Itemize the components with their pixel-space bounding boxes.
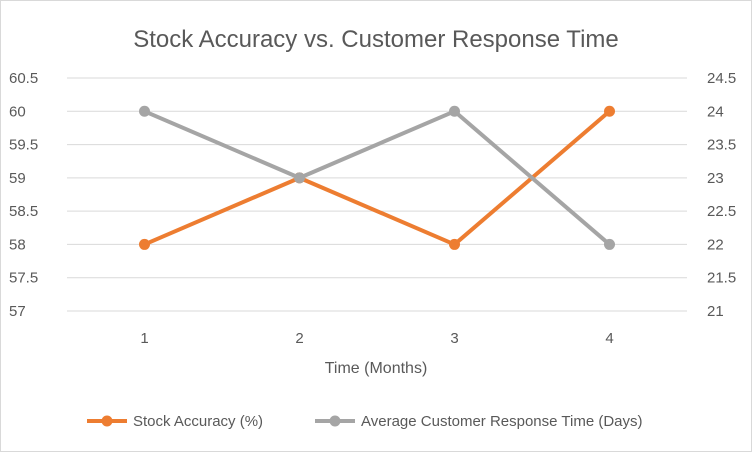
- series-2: [139, 105, 615, 250]
- legend-label: Stock Accuracy (%): [133, 413, 263, 430]
- legend-item: Average Customer Response Time (Days): [315, 413, 643, 430]
- data-point: [294, 172, 305, 184]
- left-tick-label: 60: [9, 103, 26, 120]
- x-axis-label: Time (Months): [325, 360, 428, 377]
- right-tick-label: 23: [707, 170, 724, 187]
- series-line: [142, 109, 612, 247]
- x-tick-label: 1: [140, 330, 148, 347]
- data-point: [139, 238, 150, 250]
- legend-marker: [329, 415, 341, 427]
- right-tick-label: 23.5: [707, 137, 736, 154]
- left-tick-label: 58: [9, 236, 26, 253]
- left-tick-label: 57: [9, 303, 26, 320]
- gridlines: [67, 77, 687, 312]
- left-tick-label: 60.5: [9, 70, 38, 87]
- left-tick-label: 58.5: [9, 203, 38, 220]
- left-tick-label: 59: [9, 170, 26, 187]
- chart-title: Stock Accuracy vs. Customer Response Tim…: [133, 26, 619, 53]
- right-tick-label: 24: [707, 103, 724, 120]
- right-tick-label: 22.5: [707, 203, 736, 220]
- data-point: [139, 105, 150, 117]
- right-tick-label: 21: [707, 303, 724, 320]
- x-tick-label: 4: [605, 330, 613, 347]
- legend-label: Average Customer Response Time (Days): [361, 413, 643, 430]
- right-tick-label: 22: [707, 236, 724, 253]
- left-tick-label: 57.5: [9, 270, 38, 287]
- right-axis-ticks: 21 21.5 22 22.5 23 23.5 24 24.5: [707, 70, 736, 320]
- data-point: [604, 105, 615, 117]
- x-axis-ticks: 1 2 3 4: [140, 330, 613, 347]
- right-tick-label: 21.5: [707, 270, 736, 287]
- left-axis-ticks: 57 57.5 58 58.5 59 59.5 60 60.5: [9, 70, 38, 320]
- data-point: [604, 238, 615, 250]
- data-point: [449, 238, 460, 250]
- legend: Stock Accuracy (%) Average Customer Respo…: [87, 413, 643, 430]
- data-point: [449, 105, 460, 117]
- legend-marker: [101, 415, 113, 427]
- series-layer: [139, 105, 615, 250]
- right-tick-label: 24.5: [707, 70, 736, 87]
- left-tick-label: 59.5: [9, 137, 38, 154]
- x-tick-label: 3: [450, 330, 458, 347]
- legend-item: Stock Accuracy (%): [87, 413, 263, 430]
- x-tick-label: 2: [295, 330, 303, 347]
